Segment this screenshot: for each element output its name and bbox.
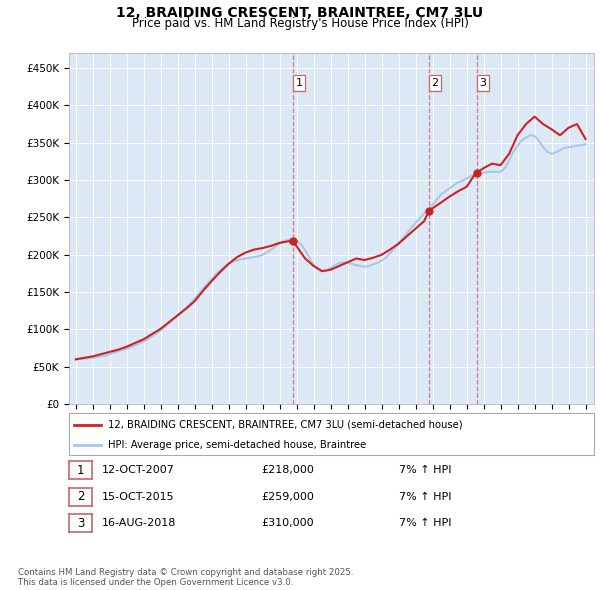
Text: 2: 2 [431,78,439,88]
Text: 16-AUG-2018: 16-AUG-2018 [102,519,176,528]
Text: 7% ↑ HPI: 7% ↑ HPI [399,519,452,528]
Text: 12, BRAIDING CRESCENT, BRAINTREE, CM7 3LU: 12, BRAIDING CRESCENT, BRAINTREE, CM7 3L… [116,6,484,20]
Text: £218,000: £218,000 [261,466,314,475]
Text: Price paid vs. HM Land Registry's House Price Index (HPI): Price paid vs. HM Land Registry's House … [131,17,469,30]
Text: 3: 3 [77,517,84,530]
Text: 1: 1 [296,78,302,88]
Text: 12-OCT-2007: 12-OCT-2007 [102,466,175,475]
Text: 12, BRAIDING CRESCENT, BRAINTREE, CM7 3LU (semi-detached house): 12, BRAIDING CRESCENT, BRAINTREE, CM7 3L… [109,420,463,430]
Text: Contains HM Land Registry data © Crown copyright and database right 2025.
This d: Contains HM Land Registry data © Crown c… [18,568,353,587]
Text: £259,000: £259,000 [261,492,314,502]
Text: £310,000: £310,000 [261,519,314,528]
Text: 1: 1 [77,464,84,477]
Text: 7% ↑ HPI: 7% ↑ HPI [399,466,452,475]
Text: HPI: Average price, semi-detached house, Braintree: HPI: Average price, semi-detached house,… [109,440,367,450]
Text: 3: 3 [479,78,487,88]
Text: 15-OCT-2015: 15-OCT-2015 [102,492,175,502]
Text: 7% ↑ HPI: 7% ↑ HPI [399,492,452,502]
Text: 2: 2 [77,490,84,503]
